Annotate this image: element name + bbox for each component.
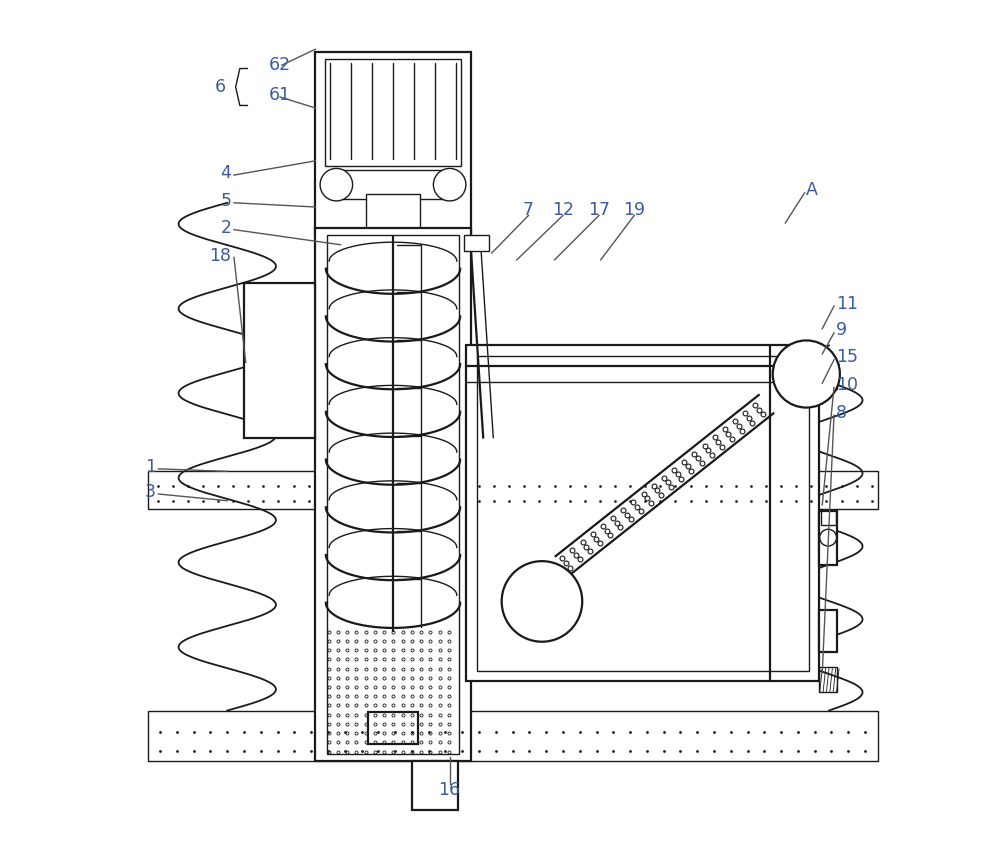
Text: 11: 11 <box>836 295 858 312</box>
Bar <box>366 195 420 232</box>
Text: A: A <box>806 181 818 200</box>
Bar <box>466 345 819 681</box>
Text: 8: 8 <box>836 403 847 422</box>
Text: 3: 3 <box>145 483 156 501</box>
Circle shape <box>320 168 353 201</box>
Text: 16: 16 <box>439 781 461 799</box>
Bar <box>819 667 837 692</box>
Text: 12: 12 <box>552 200 574 219</box>
Circle shape <box>502 561 582 642</box>
Bar <box>325 59 461 166</box>
Circle shape <box>773 340 840 408</box>
Text: 62: 62 <box>269 56 291 74</box>
Text: 1: 1 <box>145 458 156 477</box>
Bar <box>315 228 471 761</box>
Circle shape <box>820 530 837 546</box>
Circle shape <box>433 168 466 201</box>
Bar <box>471 472 878 509</box>
Bar <box>148 711 878 761</box>
Bar <box>368 712 418 744</box>
Text: 17: 17 <box>588 200 610 219</box>
Bar <box>376 232 410 253</box>
Text: 6: 6 <box>215 78 226 96</box>
Text: 2: 2 <box>220 219 231 237</box>
Text: 61: 61 <box>269 87 291 104</box>
Bar <box>464 235 489 252</box>
Bar <box>244 283 315 438</box>
Bar <box>412 761 458 809</box>
Text: 9: 9 <box>836 322 847 339</box>
Text: 10: 10 <box>836 376 858 394</box>
Bar <box>477 355 809 671</box>
Text: 7: 7 <box>523 200 534 219</box>
Bar <box>148 472 315 509</box>
Text: 18: 18 <box>209 247 231 264</box>
Bar <box>315 51 471 237</box>
Text: 4: 4 <box>221 164 231 183</box>
Bar <box>794 366 819 381</box>
Bar <box>819 362 837 389</box>
Bar <box>327 235 459 754</box>
Bar <box>819 511 837 565</box>
Bar <box>821 510 836 525</box>
Text: 19: 19 <box>623 200 645 219</box>
Bar <box>330 170 456 200</box>
Text: 5: 5 <box>220 192 231 210</box>
Bar <box>819 610 837 652</box>
Text: 15: 15 <box>836 349 858 366</box>
